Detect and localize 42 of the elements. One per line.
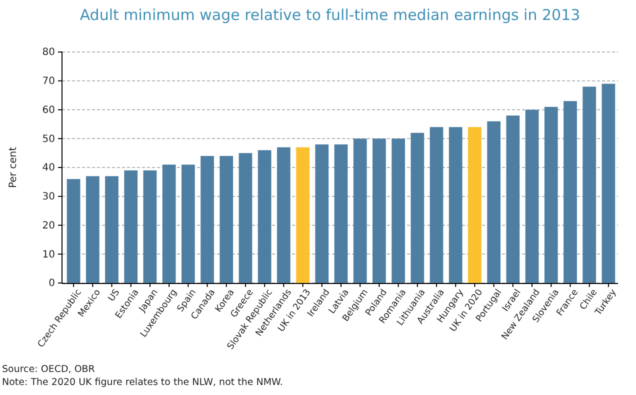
- bar: [525, 110, 539, 283]
- bar: [544, 106, 558, 283]
- y-tick-label: 50: [42, 134, 55, 145]
- source-note: Source: OECD, OBR: [2, 364, 96, 375]
- bar: [296, 147, 310, 283]
- y-tick-label: 60: [42, 104, 55, 116]
- y-tick-label: 40: [42, 162, 55, 174]
- bar: [448, 127, 462, 283]
- chart-title: Adult minimum wage relative to full-time median earnings in 2013: [80, 6, 580, 24]
- bar: [277, 147, 290, 283]
- bar: [506, 116, 520, 283]
- bar: [66, 179, 80, 283]
- y-tick-label: 70: [42, 76, 55, 88]
- bar: [105, 176, 118, 283]
- bar: [487, 121, 501, 283]
- bar: [124, 170, 138, 283]
- bar: [392, 138, 405, 283]
- y-tick-label: 80: [42, 47, 55, 58]
- bar: [181, 164, 195, 283]
- bar: [200, 156, 214, 283]
- y-tick-label: 10: [42, 249, 55, 260]
- bar: [220, 156, 234, 283]
- bar: [143, 170, 157, 283]
- text: Note: The 2020 UK figure relates to the NLW, not the NMW.: [2, 377, 283, 388]
- y-tick-label: 20: [42, 220, 55, 232]
- bar: [162, 164, 176, 283]
- bar: [564, 101, 577, 283]
- bar: [86, 176, 100, 283]
- y-tick-label: 30: [42, 192, 55, 203]
- y-axis-title: Per cent: [8, 146, 19, 188]
- bar: [258, 150, 272, 283]
- y-tick-label: 0: [48, 278, 55, 290]
- bar: [430, 127, 444, 283]
- bar: [372, 138, 386, 283]
- bar: [238, 153, 252, 283]
- bar: [468, 127, 482, 283]
- bar: [315, 144, 329, 283]
- bar: [410, 132, 424, 283]
- bar: [602, 84, 616, 283]
- bar: [334, 144, 348, 283]
- bar: [353, 138, 367, 283]
- bar: [582, 86, 596, 283]
